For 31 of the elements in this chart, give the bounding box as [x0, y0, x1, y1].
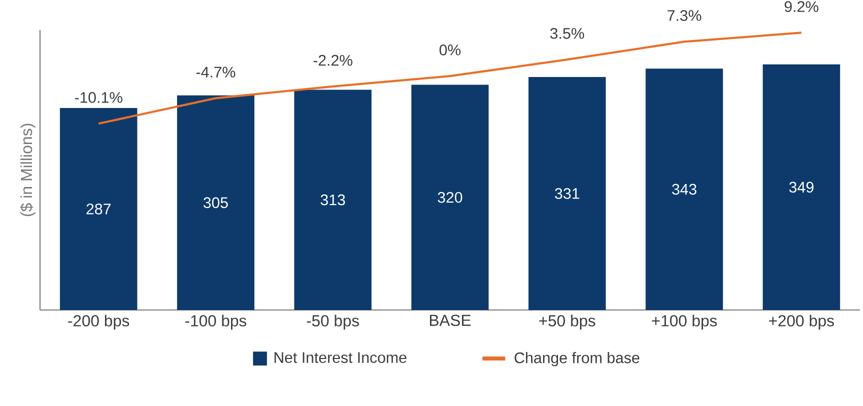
data-label: 287	[86, 204, 111, 214]
data-label: 9.2%	[784, 1, 818, 12]
data-label: -10.1%	[74, 92, 122, 103]
bar	[528, 77, 606, 310]
x-tick-label: +100 bps	[652, 314, 717, 330]
x-tick-label: -200 bps	[68, 314, 130, 330]
legend-label: Change from base	[514, 352, 640, 366]
data-label: -2.2%	[314, 54, 352, 66]
data-label: -4.7%	[196, 66, 236, 78]
data-label: 0%	[440, 44, 461, 56]
bar	[60, 108, 138, 310]
data-label: 7.3%	[668, 10, 702, 21]
data-label: 313	[320, 194, 345, 206]
legend-label: Net Interest Income	[274, 352, 406, 363]
data-label: 3.5%	[550, 28, 584, 39]
bar	[294, 90, 372, 310]
x-tick-label: +200 bps	[769, 314, 834, 330]
bar	[177, 95, 254, 310]
data-label: 343	[672, 184, 696, 195]
bar	[646, 68, 723, 310]
bar	[411, 84, 489, 310]
data-label: 320	[438, 192, 462, 203]
x-tick-label: -50 bps	[306, 314, 359, 330]
y-axis-title: ($ in Millions)	[20, 124, 36, 216]
bar	[762, 64, 840, 310]
data-label: 305	[204, 197, 228, 208]
x-tick-label: BASE	[430, 314, 471, 326]
data-label: 331	[554, 188, 580, 199]
x-tick-label: +50 bps	[539, 314, 596, 330]
x-tick-label: -100 bps	[185, 314, 246, 330]
data-label: 349	[789, 182, 814, 193]
